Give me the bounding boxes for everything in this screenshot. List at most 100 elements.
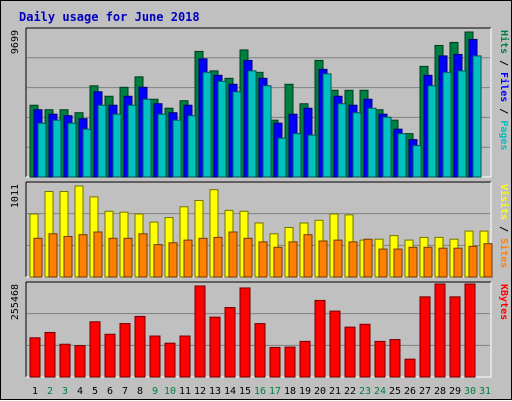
bar-pages-day-18 bbox=[292, 133, 302, 178]
bar-sites-day-6 bbox=[108, 237, 118, 278]
bar-sites-day-2 bbox=[48, 233, 58, 278]
x-tick-label-8: 8 bbox=[137, 386, 143, 397]
bar-pages-day-3 bbox=[67, 122, 77, 178]
series-axis-label-part: Files bbox=[498, 72, 510, 102]
bar-sites-day-22 bbox=[348, 241, 358, 278]
bar-kbytes-day-9 bbox=[149, 335, 161, 378]
series-axis-label-part: Hits bbox=[498, 30, 510, 54]
bar-kbytes-day-25 bbox=[389, 339, 401, 378]
panels: 9699 Hits / Files / Pages 1011 Visits / Sit… bbox=[10, 27, 510, 378]
bar-sites-day-10 bbox=[168, 242, 178, 278]
bar-sites-day-13 bbox=[213, 236, 223, 278]
y-max-label: 9699 bbox=[10, 30, 21, 54]
bar-sites-day-24 bbox=[378, 248, 388, 278]
bar-kbytes-day-2 bbox=[44, 331, 56, 378]
x-tick-label-17: 17 bbox=[269, 386, 281, 397]
bar-kbytes-day-7 bbox=[119, 323, 131, 378]
bar-kbytes-day-14 bbox=[224, 307, 236, 378]
bar-pages-day-16 bbox=[262, 85, 272, 178]
bar-pages-day-10 bbox=[172, 119, 182, 178]
x-tick-label-27: 27 bbox=[419, 386, 431, 397]
bar-kbytes-day-23 bbox=[359, 323, 371, 378]
bar-kbytes-day-30 bbox=[464, 283, 476, 378]
bar-sites-day-12 bbox=[198, 237, 208, 278]
bar-pages-day-26 bbox=[412, 145, 422, 178]
bar-sites-day-9 bbox=[153, 244, 163, 278]
bar-sites-day-17 bbox=[273, 246, 283, 278]
bar-kbytes-day-22 bbox=[344, 326, 356, 378]
x-tick-label-15: 15 bbox=[239, 386, 251, 397]
y-max-label: 1011 bbox=[10, 184, 21, 208]
bar-kbytes-day-24 bbox=[374, 340, 386, 378]
series-axis-label-part: KBytes bbox=[498, 284, 509, 320]
bar-kbytes-day-27 bbox=[419, 296, 431, 378]
bar-sites-day-5 bbox=[93, 231, 103, 278]
bar-sites-day-11 bbox=[183, 239, 193, 278]
bar-pages-day-17 bbox=[277, 137, 287, 178]
series-axis-label: Visits / Sites bbox=[498, 184, 510, 268]
chart-title: Daily usage for June 2018 bbox=[19, 10, 200, 24]
x-tick-label-4: 4 bbox=[77, 386, 83, 397]
bar-pages-day-13 bbox=[217, 80, 227, 178]
series-axis-label-part: / bbox=[498, 54, 509, 72]
bar-kbytes-day-6 bbox=[104, 333, 116, 378]
bar-sites-day-1 bbox=[33, 237, 43, 278]
bar-kbytes-day-29 bbox=[449, 296, 461, 378]
bar-kbytes-day-8 bbox=[134, 315, 146, 378]
x-tick-label-7: 7 bbox=[122, 386, 128, 397]
bar-pages-day-30 bbox=[472, 55, 482, 178]
bar-sites-day-23 bbox=[363, 238, 373, 278]
x-tick-label-19: 19 bbox=[299, 386, 311, 397]
bar-sites-day-4 bbox=[78, 234, 88, 278]
bar-pages-day-27 bbox=[427, 85, 437, 178]
bar-kbytes-day-3 bbox=[59, 343, 71, 378]
x-tick-label-24: 24 bbox=[374, 386, 386, 397]
x-tick-label-5: 5 bbox=[92, 386, 98, 397]
x-tick-label-14: 14 bbox=[224, 386, 236, 397]
bar-pages-day-14 bbox=[232, 91, 242, 178]
x-axis-day-labels: 1 2 3 4 5 6 7 8 9 10 11 12 13 14 15 16 17 18 19 20 21 22 23 24 2… bbox=[32, 386, 491, 397]
bar-sites-day-26 bbox=[408, 246, 418, 278]
x-tick-label-2: 2 bbox=[47, 386, 53, 397]
x-tick-label-23: 23 bbox=[359, 386, 371, 397]
bar-pages-day-11 bbox=[187, 115, 197, 178]
bar-kbytes-day-26 bbox=[404, 358, 416, 378]
x-tick-label-16: 16 bbox=[254, 386, 266, 397]
panel-bot: 255468 KBytes bbox=[10, 281, 509, 378]
bar-sites-day-15 bbox=[243, 237, 253, 278]
bar-sites-day-27 bbox=[423, 246, 433, 278]
x-tick-label-31: 31 bbox=[479, 386, 491, 397]
bar-kbytes-day-17 bbox=[269, 346, 281, 378]
bar-kbytes-day-19 bbox=[299, 340, 311, 378]
bar-sites-day-28 bbox=[438, 247, 448, 278]
bar-kbytes-day-13 bbox=[209, 316, 221, 378]
bar-kbytes-day-10 bbox=[164, 342, 176, 378]
bar-pages-day-15 bbox=[247, 70, 257, 178]
bar-kbytes-day-12 bbox=[194, 285, 206, 378]
bar-sites-day-3 bbox=[63, 235, 73, 278]
x-tick-label-9: 9 bbox=[152, 386, 158, 397]
x-tick-label-12: 12 bbox=[194, 386, 206, 397]
bar-pages-day-7 bbox=[127, 104, 137, 178]
x-tick-label-29: 29 bbox=[449, 386, 461, 397]
bar-kbytes-day-11 bbox=[179, 335, 191, 378]
series-axis-label-part: / bbox=[498, 102, 509, 120]
bar-pages-day-6 bbox=[112, 113, 122, 178]
bar-kbytes-day-4 bbox=[74, 345, 86, 378]
bar-kbytes-day-16 bbox=[254, 323, 266, 378]
x-tick-label-28: 28 bbox=[434, 386, 446, 397]
bar-sites-day-18 bbox=[288, 241, 298, 278]
series-axis-label-part: Pages bbox=[498, 120, 509, 150]
bar-sites-day-20 bbox=[318, 240, 328, 278]
x-tick-label-13: 13 bbox=[209, 386, 221, 397]
bar-pages-day-29 bbox=[457, 70, 467, 178]
bar-pages-day-2 bbox=[52, 119, 62, 178]
bar-sites-day-25 bbox=[393, 248, 403, 278]
bar-pages-day-8 bbox=[142, 98, 152, 178]
x-tick-label-30: 30 bbox=[464, 386, 476, 397]
bar-pages-day-24 bbox=[382, 116, 392, 178]
x-tick-label-25: 25 bbox=[389, 386, 401, 397]
series-axis-label-part: / bbox=[498, 220, 509, 238]
